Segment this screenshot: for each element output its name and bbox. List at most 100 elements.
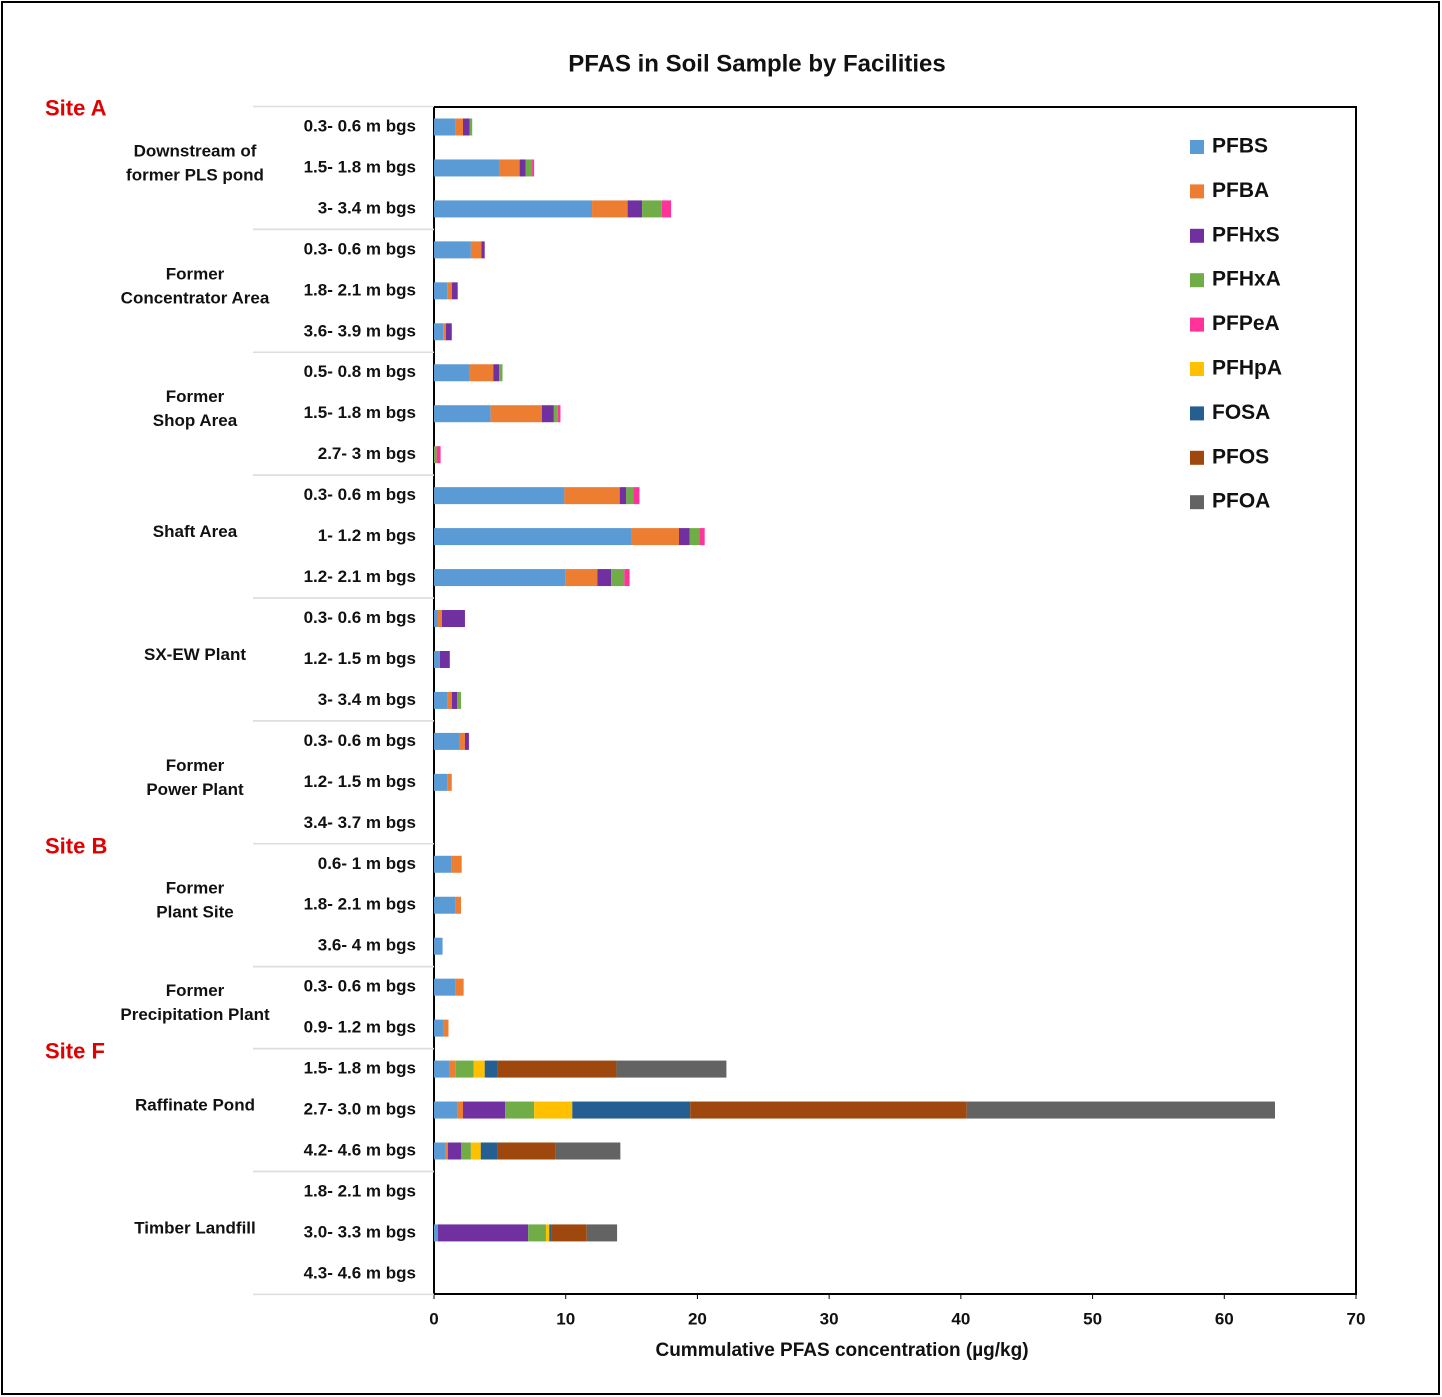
y-tick-label: 1.5- 1.8 m bgs xyxy=(304,157,416,176)
bar-segment xyxy=(434,159,500,177)
bar-segment xyxy=(484,1060,498,1078)
bar-segment xyxy=(565,569,598,587)
bar-segment xyxy=(434,896,456,914)
bar-segment xyxy=(434,241,471,259)
y-tick-label: 1.2- 1.5 m bgs xyxy=(304,649,416,668)
bar-segment xyxy=(661,200,672,218)
group-label: Concentrator Area xyxy=(121,288,270,307)
y-tick-label: 1.8- 2.1 m bgs xyxy=(304,280,416,299)
bar-segment xyxy=(464,732,469,750)
bar-segment xyxy=(434,446,437,464)
legend-label: PFOS xyxy=(1212,445,1269,468)
bar-segment xyxy=(481,241,485,259)
legend-swatch xyxy=(1190,184,1204,199)
y-tick-label: 1.5- 1.8 m bgs xyxy=(304,403,416,422)
bar-segment xyxy=(469,364,494,382)
bar-segment xyxy=(451,691,458,709)
y-tick-label: 1.2- 1.5 m bgs xyxy=(304,772,416,791)
bar-segment xyxy=(470,1142,481,1160)
legend-swatch xyxy=(1190,362,1204,376)
y-tick-label: 0.5- 0.8 m bgs xyxy=(304,362,416,381)
site-label: Site B xyxy=(45,834,107,859)
bar-segment xyxy=(611,569,625,587)
bar-segment xyxy=(451,855,462,873)
bar-segment xyxy=(616,1060,727,1078)
y-tick-label: 0.3- 0.6 m bgs xyxy=(304,239,416,258)
x-tick-label: 20 xyxy=(688,1309,707,1328)
y-tick-label: 0.3- 0.6 m bgs xyxy=(304,977,416,996)
bar-segment xyxy=(532,159,535,177)
bar-segment xyxy=(626,487,634,505)
bar-segment xyxy=(455,1060,474,1078)
bar-segment xyxy=(434,732,460,750)
legend-swatch xyxy=(1190,140,1204,154)
bar-segment xyxy=(457,691,462,709)
bar-segment xyxy=(447,1142,462,1160)
bar-segment xyxy=(451,282,458,300)
group-label: Former xyxy=(166,879,225,898)
bar-segment xyxy=(678,528,690,546)
bar-segment xyxy=(445,323,452,341)
y-tick-label: 3.0- 3.3 m bgs xyxy=(304,1222,416,1241)
legend-label: PFOA xyxy=(1212,490,1270,513)
bar-segment xyxy=(525,159,533,177)
bar-segment xyxy=(437,610,442,628)
bar-segment xyxy=(447,282,452,300)
bar-segment xyxy=(434,1019,444,1037)
bar-segment xyxy=(443,1019,449,1037)
bar-segment xyxy=(631,528,679,546)
bar-segment xyxy=(434,1060,450,1078)
y-tick-label: 3- 3.4 m bgs xyxy=(318,198,416,217)
y-tick-label: 0.9- 1.2 m bgs xyxy=(304,1018,416,1037)
x-tick-label: 70 xyxy=(1347,1309,1366,1328)
bar-segment xyxy=(499,364,503,382)
bar-segment xyxy=(449,1060,456,1078)
legend-swatch xyxy=(1190,495,1204,510)
bar-segment xyxy=(545,1224,550,1242)
x-tick-label: 40 xyxy=(951,1309,970,1328)
bar-segment xyxy=(434,855,452,873)
bar-segment xyxy=(493,364,500,382)
y-tick-label: 4.3- 4.6 m bgs xyxy=(304,1263,416,1282)
bar-segment xyxy=(470,241,482,259)
group-label: Shop Area xyxy=(153,411,238,430)
bar-segment xyxy=(497,1060,617,1078)
y-tick-label: 4.2- 4.6 m bgs xyxy=(304,1140,416,1159)
bar-segment xyxy=(572,1101,691,1119)
bar-segment xyxy=(633,487,640,505)
group-label: Plant Site xyxy=(156,903,233,922)
group-label: Former xyxy=(166,264,225,283)
bar-segment xyxy=(555,1142,621,1160)
bar-segment xyxy=(445,1142,448,1160)
bar-segment xyxy=(490,405,543,423)
bar-segment xyxy=(457,1101,463,1119)
bar-segment xyxy=(441,610,465,628)
bar-segment xyxy=(434,569,566,587)
bar-segment xyxy=(549,1224,552,1242)
y-tick-label: 1.8- 2.1 m bgs xyxy=(304,1181,416,1200)
bar-segment xyxy=(434,610,438,628)
bar-segment xyxy=(586,1224,618,1242)
bar-segment xyxy=(619,487,627,505)
bar-segment xyxy=(447,691,452,709)
y-tick-label: 3.6- 3.9 m bgs xyxy=(304,321,416,340)
bar-segment xyxy=(447,773,452,791)
bar-segment xyxy=(551,1224,587,1242)
bar-segment xyxy=(434,282,448,300)
bar-segment xyxy=(519,159,526,177)
site-label: Site F xyxy=(45,1038,105,1063)
x-axis-label: Cummulative PFAS concentration (µg/kg) xyxy=(655,1340,1028,1361)
y-tick-label: 3.6- 4 m bgs xyxy=(318,936,416,955)
legend-label: PFBS xyxy=(1212,135,1268,158)
y-tick-label: 3.4- 3.7 m bgs xyxy=(304,813,416,832)
bar-segment xyxy=(434,200,593,218)
bar-segment xyxy=(966,1101,1275,1119)
group-label: Power Plant xyxy=(146,780,244,799)
bar-segment xyxy=(434,978,456,996)
bar-segment xyxy=(434,528,632,546)
x-tick-label: 30 xyxy=(820,1309,839,1328)
chart-title: PFAS in Soil Sample by Facilities xyxy=(568,50,945,77)
y-tick-label: 3- 3.4 m bgs xyxy=(318,690,416,709)
y-tick-label: 1- 1.2 m bgs xyxy=(318,526,416,545)
